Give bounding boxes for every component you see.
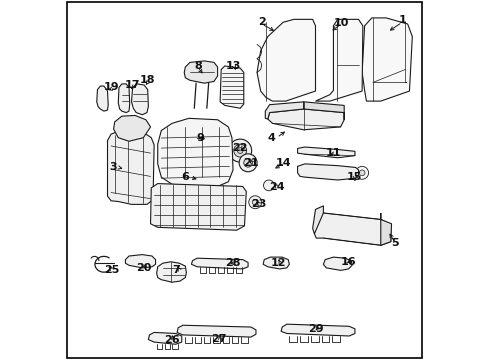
Text: 16: 16 — [340, 257, 356, 267]
Text: 2: 2 — [257, 17, 265, 27]
Polygon shape — [297, 164, 358, 180]
Circle shape — [191, 134, 200, 142]
Text: 17: 17 — [124, 80, 140, 90]
Polygon shape — [267, 109, 344, 130]
Text: 27: 27 — [210, 333, 226, 343]
Polygon shape — [314, 213, 390, 245]
Text: 12: 12 — [270, 258, 286, 268]
Circle shape — [244, 158, 252, 167]
Polygon shape — [263, 257, 289, 269]
Text: 29: 29 — [308, 324, 324, 334]
Polygon shape — [380, 213, 391, 245]
Polygon shape — [220, 66, 244, 108]
Polygon shape — [131, 84, 148, 115]
Text: 23: 23 — [251, 199, 266, 210]
Text: 19: 19 — [103, 82, 119, 93]
Text: 14: 14 — [275, 158, 290, 168]
Text: 8: 8 — [194, 61, 202, 71]
Polygon shape — [150, 184, 246, 230]
Polygon shape — [107, 131, 154, 204]
Polygon shape — [184, 61, 217, 83]
Circle shape — [233, 144, 246, 157]
Text: 9: 9 — [196, 133, 204, 143]
Polygon shape — [113, 116, 150, 141]
Polygon shape — [125, 255, 155, 268]
Circle shape — [228, 139, 251, 162]
Text: 4: 4 — [267, 133, 275, 143]
Circle shape — [248, 196, 261, 209]
Polygon shape — [362, 18, 411, 101]
Text: 28: 28 — [225, 258, 240, 268]
Polygon shape — [303, 102, 344, 120]
Circle shape — [252, 199, 258, 205]
Text: 6: 6 — [181, 172, 189, 182]
Polygon shape — [118, 84, 129, 113]
Text: 21: 21 — [243, 158, 258, 168]
Polygon shape — [297, 147, 354, 158]
Text: 26: 26 — [164, 334, 180, 345]
Text: 11: 11 — [325, 148, 341, 158]
Polygon shape — [177, 325, 255, 337]
Circle shape — [355, 166, 368, 179]
Polygon shape — [315, 19, 362, 101]
Polygon shape — [323, 257, 351, 270]
Text: 13: 13 — [225, 61, 240, 71]
Text: 25: 25 — [104, 265, 119, 275]
Polygon shape — [156, 262, 186, 282]
Polygon shape — [257, 19, 315, 101]
Polygon shape — [191, 258, 247, 269]
Text: 3: 3 — [110, 162, 117, 172]
Circle shape — [263, 180, 274, 191]
Text: 24: 24 — [268, 182, 284, 192]
Circle shape — [239, 154, 257, 172]
Polygon shape — [148, 332, 182, 344]
Circle shape — [359, 170, 364, 176]
Text: 10: 10 — [333, 18, 348, 28]
Polygon shape — [265, 102, 303, 119]
Text: 1: 1 — [398, 15, 406, 26]
Circle shape — [237, 148, 243, 153]
Polygon shape — [312, 206, 323, 234]
Text: 7: 7 — [172, 265, 180, 275]
Text: 22: 22 — [232, 143, 247, 153]
Polygon shape — [97, 86, 108, 111]
Text: 15: 15 — [346, 172, 361, 182]
Text: 18: 18 — [139, 75, 154, 85]
Polygon shape — [158, 118, 233, 188]
Text: 20: 20 — [135, 263, 151, 273]
Polygon shape — [281, 324, 354, 336]
Text: 5: 5 — [390, 238, 398, 248]
